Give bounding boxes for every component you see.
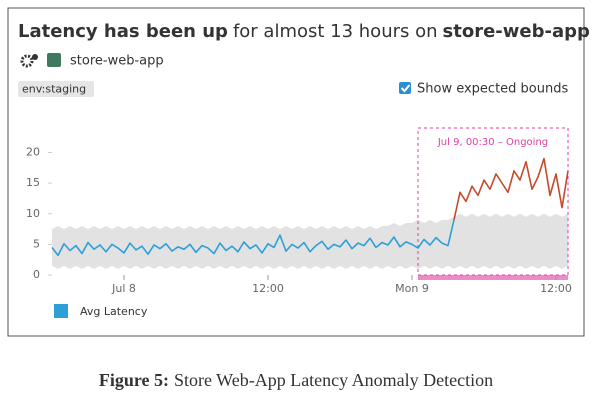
- series-line: [453, 157, 569, 221]
- service-swatch: [47, 53, 61, 67]
- series-line: [51, 219, 455, 257]
- anomaly-label: Jul 9, 00:30 – Ongoing: [437, 137, 548, 148]
- x-tick-label: Mon 9: [395, 282, 429, 295]
- caption-text: Store Web-App Latency Anomaly Detection: [174, 370, 493, 390]
- expected-bounds: [52, 213, 568, 269]
- caption-label: Figure 5:: [99, 370, 169, 390]
- y-tick-label: 15: [26, 176, 40, 189]
- legend-swatch: [54, 304, 68, 318]
- x-tick-label: 12:00: [540, 282, 572, 295]
- title-part: store-web-app: [443, 21, 590, 42]
- x-tick-label: Jul 8: [111, 282, 136, 295]
- title: Latency has been up for almost 13 hours o…: [18, 21, 590, 42]
- gear-icon: [20, 54, 38, 68]
- y-tick-label: 0: [33, 268, 40, 281]
- tag-chip: [18, 81, 94, 97]
- y-tick-label: 10: [26, 207, 40, 220]
- caption: Figure 5: Store Web-App Latency Anomaly D…: [99, 370, 493, 390]
- checkbox[interactable]: [399, 82, 411, 94]
- title-part: for almost 13 hours on: [233, 21, 438, 42]
- checkmark: [400, 84, 411, 93]
- title-part: Latency has been up: [18, 21, 228, 42]
- anomaly-bar: [418, 275, 568, 280]
- card: [7, 7, 585, 337]
- service-name: store-web-app: [70, 54, 164, 69]
- tag-text: env:staging: [22, 83, 86, 96]
- y-tick-label: 20: [26, 146, 40, 159]
- legend-label: Avg Latency: [80, 305, 148, 318]
- y-tick-label: 5: [33, 237, 40, 250]
- x-tick-label: 12:00: [252, 282, 284, 295]
- bounds-toggle-label[interactable]: Show expected bounds: [417, 82, 568, 97]
